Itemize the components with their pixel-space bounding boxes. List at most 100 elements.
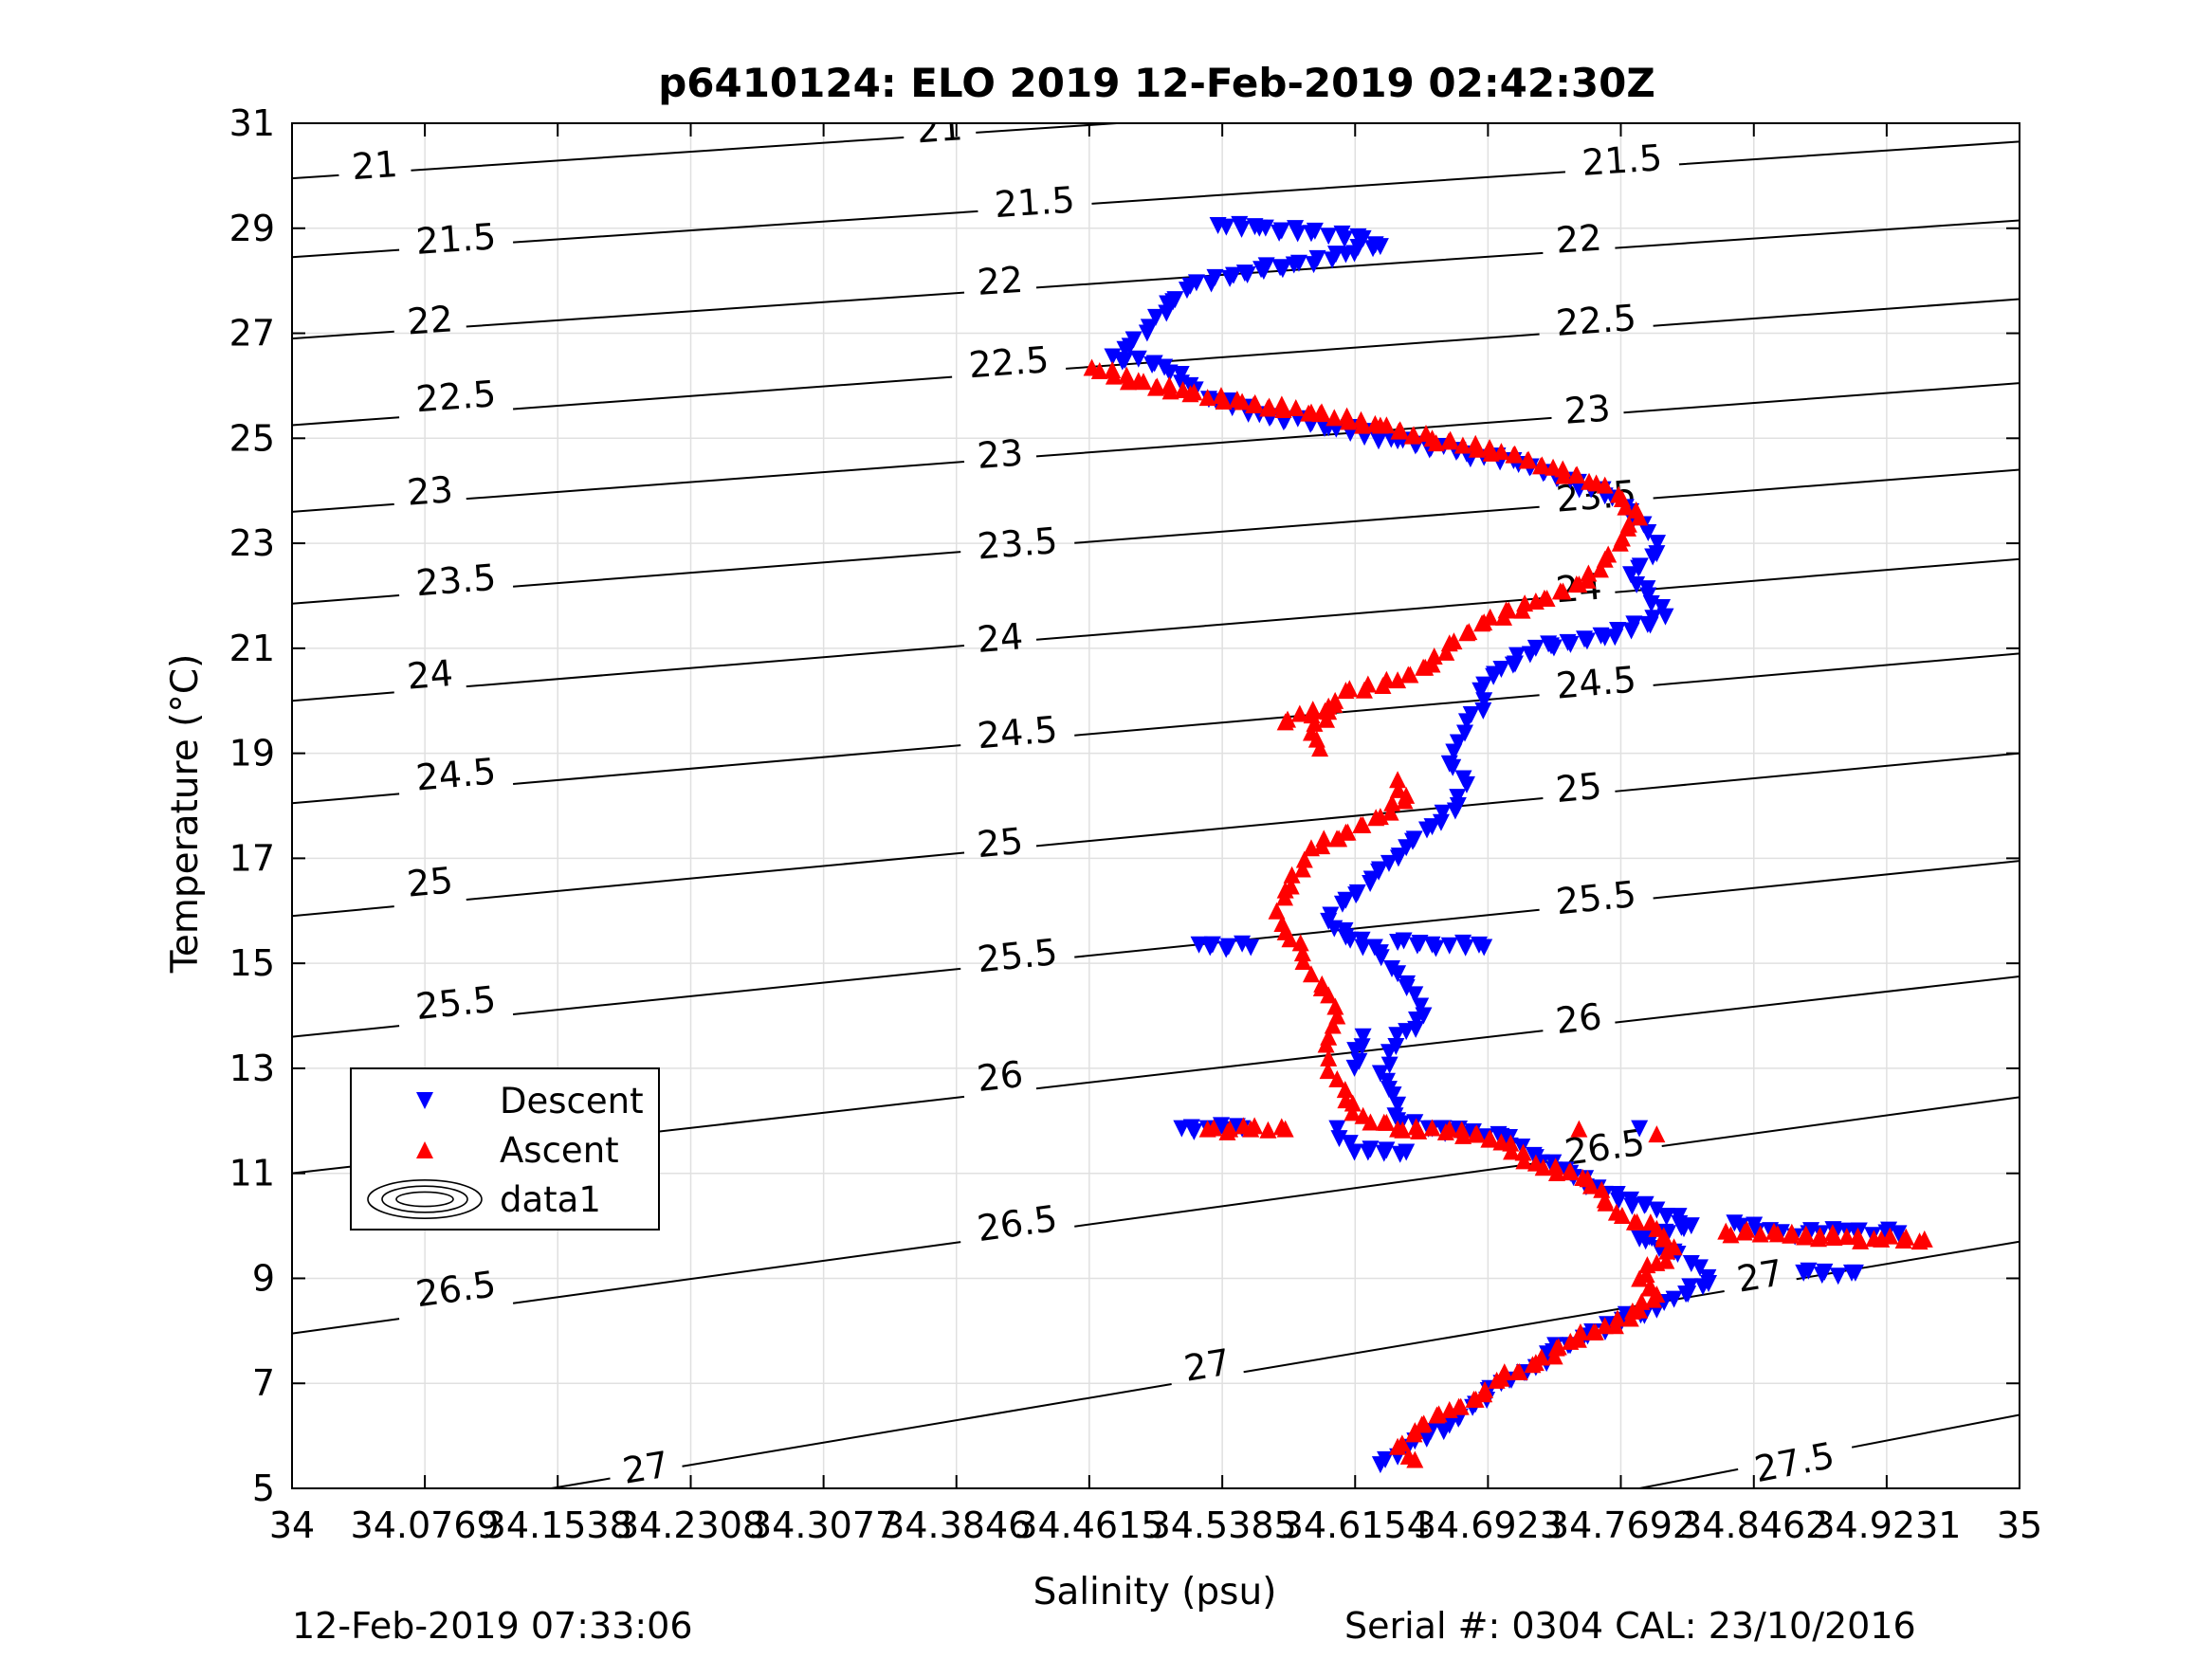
data-point [1340,412,1358,430]
data-point [1405,426,1423,444]
data-point [1797,1225,1815,1243]
data-point [1648,1125,1666,1143]
contour-line [292,1096,2020,1335]
data-point [1345,1143,1363,1161]
data-point [1384,1086,1402,1104]
density-contours: 212121.521.521.522222222.522.522.5232323… [292,123,2020,1490]
data-point [1271,259,1289,277]
data-point [1450,1397,1468,1415]
data-point [1768,1225,1786,1243]
data-point [1551,582,1569,600]
data-point [1378,1141,1396,1159]
data-point [1198,389,1216,407]
data-point [1389,965,1407,983]
data-point [1506,445,1524,463]
data-point [1252,261,1271,279]
data-point [1630,559,1648,577]
contour-label: 27.5 [1751,1434,1837,1490]
data-point [1562,1162,1580,1180]
data-point [1658,1242,1676,1260]
contour-label: 27 [1181,1340,1234,1389]
data-point [1374,676,1392,694]
contour-label: 21 [351,143,399,188]
contour-23: 23 23 23 [292,382,2020,514]
data-point [1260,397,1278,415]
data-point [1311,739,1329,757]
y-tick-label: 21 [229,628,275,669]
data-point [1246,393,1264,411]
data-point [1619,519,1637,537]
data-point [1306,222,1324,240]
data-point [1203,936,1221,954]
chart-title: p6410124: ELO 2019 12-Feb-2019 02:42:30Z [658,60,1655,106]
data-point [1456,939,1474,957]
contour-label: 25 [405,859,454,904]
data-point [1526,592,1545,610]
data-point [1105,367,1123,385]
data-point [1364,240,1382,258]
contour-22.5: 22.5 22.5 22.5 [292,297,2020,427]
data-point [1890,1225,1908,1243]
data-point [1440,1120,1458,1138]
data-point [1410,1121,1428,1139]
legend-descent-marker [416,1092,433,1109]
contour-label: 22 [406,298,454,342]
data-point [1362,1140,1380,1158]
legend-label: Ascent [500,1130,619,1171]
data-point [1276,1120,1294,1138]
data-point [1468,1124,1486,1142]
data-point [1811,1227,1829,1245]
data-point [1568,465,1586,483]
data-point [1545,1347,1563,1365]
data-point [1457,713,1475,731]
data-point [1621,1309,1639,1327]
contour-line [292,468,2020,605]
data-point [1394,1121,1412,1139]
data-point [1389,1096,1407,1114]
contour-label: 25 [976,820,1025,866]
data-point [1134,373,1152,391]
data-point [1380,1056,1398,1074]
data-point [1287,398,1305,416]
data-point [1472,682,1490,700]
data-point [1559,633,1577,651]
contour-label: 23.5 [976,520,1059,567]
data-point [1406,1450,1424,1468]
data-point [1272,222,1290,240]
data-point [1328,830,1346,848]
data-point [1378,416,1396,434]
data-point [1342,931,1360,949]
legend-contour-marker [395,1191,454,1208]
contour-label: 25 [1554,765,1603,811]
data-point [1654,1230,1673,1248]
data-point [1562,1332,1580,1350]
contour-label: 23.5 [414,556,498,604]
data-point [1617,498,1635,516]
data-point [1453,436,1472,454]
data-point [1825,1228,1843,1246]
series-ascent [1083,358,1933,1468]
data-point [1800,1262,1818,1280]
x-tick-label: 34.7692 [1546,1504,1695,1546]
plot-timestamp: 12-Feb-2019 07:33:06 [292,1605,693,1647]
data-point [1354,416,1372,434]
data-point [1129,350,1147,368]
contour-label: 26.5 [975,1197,1060,1249]
data-point [1328,1120,1346,1138]
data-point [1816,1263,1834,1281]
data-point [1570,1120,1588,1138]
x-tick-label: 34.1538 [484,1504,632,1546]
serial-calibration: Serial #: 0304 CAL: 23/10/2016 [1344,1605,1916,1647]
data-points [1083,215,1933,1474]
data-point [1320,228,1338,246]
contour-line [551,1240,2020,1488]
x-tick-label: 34.3846 [882,1504,1031,1546]
data-point [1317,1035,1335,1053]
data-point [1341,1135,1359,1153]
data-point [1644,548,1662,566]
data-point [1513,601,1531,619]
data-point [1347,886,1365,904]
data-point [1221,269,1239,287]
data-point [1485,667,1503,685]
